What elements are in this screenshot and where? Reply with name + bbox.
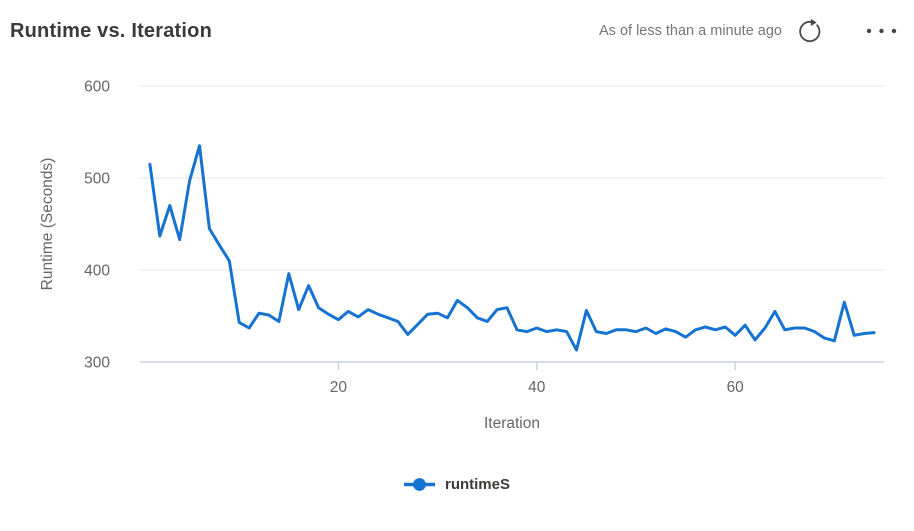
refresh-icon (799, 18, 821, 42)
x-tick-label: 60 (727, 379, 745, 396)
y-tick-label: 600 (84, 79, 110, 96)
chart-legend: runtimeS (0, 476, 914, 493)
y-tick-label: 400 (84, 263, 110, 280)
series-line-runtimeS[interactable] (148, 144, 876, 352)
chart-title: Runtime vs. Iteration (10, 19, 213, 42)
header-actions: As of less than a minute ago (599, 16, 900, 47)
legend-line-marker-icon (403, 478, 435, 491)
refresh-status-text: As of less than a minute ago (599, 23, 782, 39)
line-chart-canvas[interactable]: 300 400 500 600 20 40 60 Iteration Runtime (Seco… (0, 55, 914, 455)
x-tick-label: 20 (330, 379, 348, 396)
y-tick-label: 300 (84, 355, 110, 372)
refresh-button[interactable] (794, 16, 825, 47)
legend-item-runtimes[interactable]: runtimeS (403, 476, 510, 493)
x-tick-label: 40 (528, 379, 546, 396)
x-axis-title: Iteration (484, 415, 540, 432)
ellipsis-icon (866, 28, 897, 34)
y-axis-title: Runtime (Seconds) (39, 158, 56, 291)
legend-series-label: runtimeS (444, 476, 510, 493)
more-options-button[interactable] (863, 25, 900, 37)
card-header: Runtime vs. Iteration As of less than a … (0, 0, 914, 52)
y-tick-label: 500 (84, 171, 110, 188)
